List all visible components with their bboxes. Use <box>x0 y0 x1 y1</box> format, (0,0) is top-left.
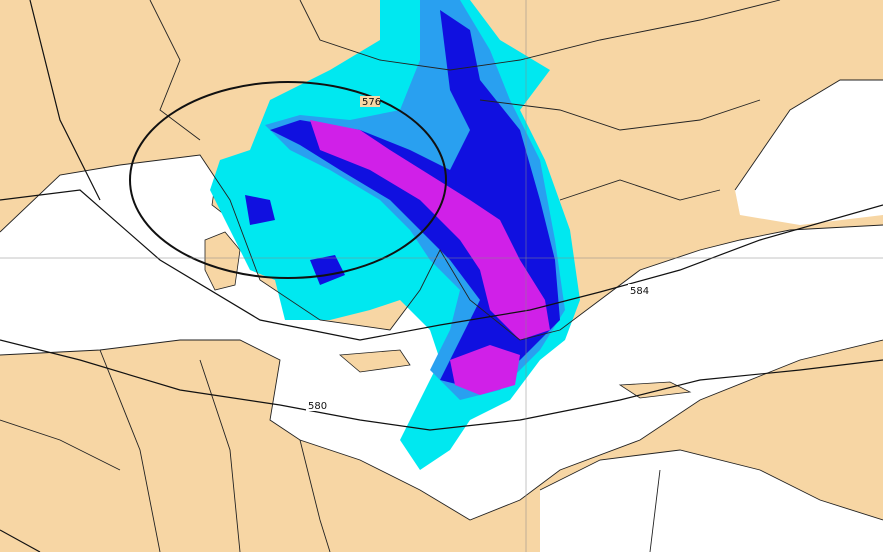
islands <box>204 177 692 399</box>
contour-label-584: 584 <box>630 286 649 297</box>
low-pressure-contour <box>129 81 447 279</box>
contour-label-576: 576 <box>362 97 381 108</box>
precipitation <box>210 0 580 470</box>
contour-label-580: 580 <box>308 401 327 412</box>
contour-labels: 576 584 580 <box>306 96 649 412</box>
